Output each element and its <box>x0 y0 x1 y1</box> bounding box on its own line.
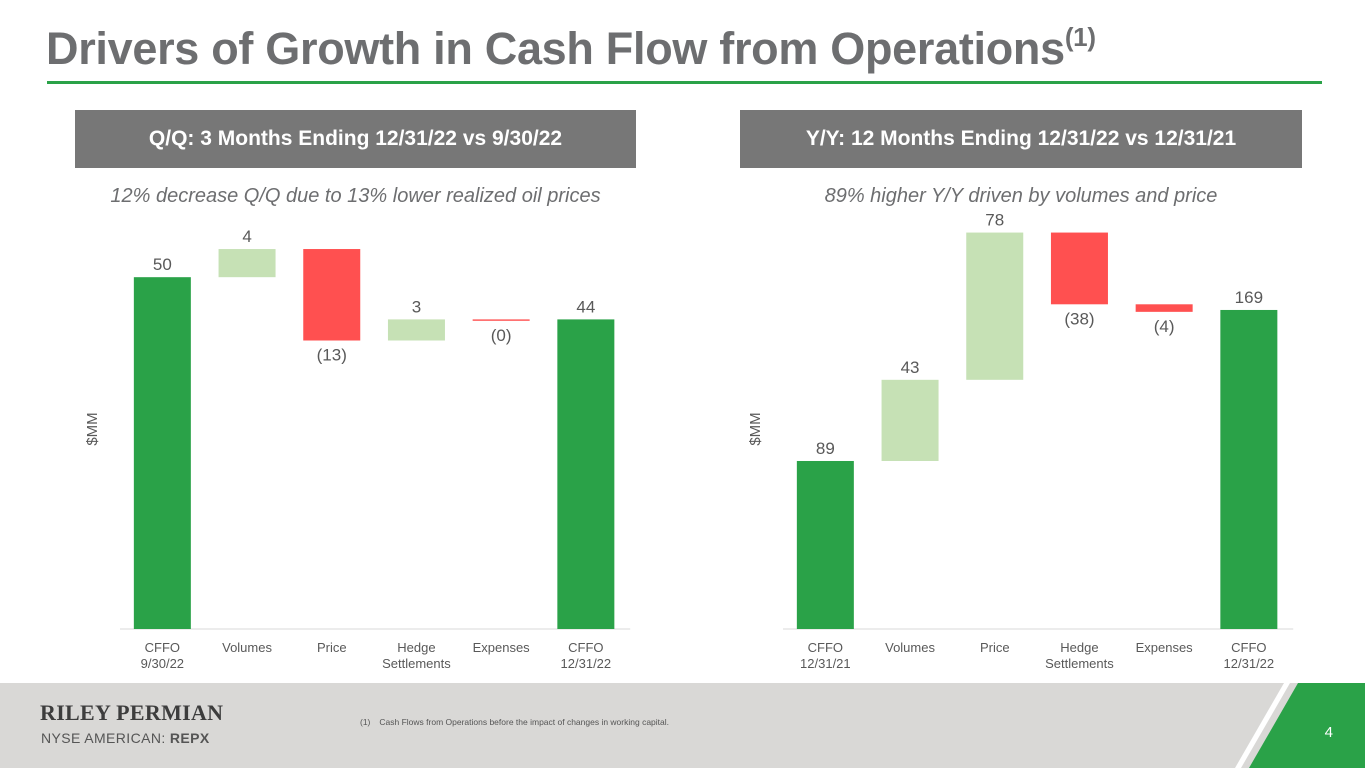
yy-category-label-hedge-settlements-1: Settlements <box>1045 656 1114 671</box>
qq-data-label-cffo-9-30-22-0: 50 <box>153 255 172 274</box>
yy-waterfall-chart: $MM89CFFO12/31/2143Volumes78Price(38)Hed… <box>747 211 1294 671</box>
yy-data-label-hedge-settlements-3: (38) <box>1064 309 1094 328</box>
yy-y-axis-label: $MM <box>747 412 764 445</box>
qq-category-label-hedge-settlements-1: Settlements <box>382 656 451 671</box>
qq-bar-expenses-4 <box>472 319 530 321</box>
yy-data-label-volumes-1: 43 <box>901 358 920 377</box>
qq-category-label-cffo-9-30-22-1: 9/30/22 <box>141 656 184 671</box>
qq-category-label-cffo-9-30-22-0: CFFO <box>145 640 180 655</box>
qq-bar-cffo-12-31-22-5 <box>557 319 615 629</box>
yy-data-label-expenses-4: (4) <box>1154 317 1175 336</box>
page-number: 4 <box>1324 724 1333 741</box>
white-diagonal-stripe <box>1235 683 1290 768</box>
yy-bar-cffo-12-31-21-0 <box>796 460 854 629</box>
qq-panel-header: Q/Q: 3 Months Ending 12/31/22 vs 9/30/22 <box>75 110 636 168</box>
yy-category-label-cffo-12-31-21-1: 12/31/21 <box>800 656 851 671</box>
footnote: (1) Cash Flows from Operations before the… <box>360 717 669 727</box>
title-divider <box>47 81 1322 84</box>
qq-data-label-expenses-4: (0) <box>491 326 512 345</box>
yy-bar-cffo-12-31-22-5 <box>1220 309 1278 629</box>
qq-waterfall-chart: $MM50CFFO9/30/224Volumes(13)Price3HedgeS… <box>84 227 631 671</box>
yy-category-label-cffo-12-31-22-0: CFFO <box>1231 640 1266 655</box>
qq-category-label-volumes-0: Volumes <box>222 640 272 655</box>
qq-category-label-cffo-12-31-22-1: 12/31/22 <box>561 656 612 671</box>
qq-data-label-price-2: (13) <box>317 346 347 365</box>
qq-bar-hedge-settlements-3 <box>387 319 445 341</box>
yy-category-label-expenses-0: Expenses <box>1136 640 1194 655</box>
qq-data-label-cffo-12-31-22-5: 44 <box>576 297 595 316</box>
qq-data-label-hedge-settlements-3: 3 <box>412 297 421 316</box>
yy-bar-hedge-settlements-3 <box>1050 232 1108 305</box>
yy-bar-volumes-1 <box>881 379 939 461</box>
qq-bar-cffo-9-30-22-0 <box>133 277 191 629</box>
corner-accent <box>1235 683 1365 768</box>
footnote-text: Cash Flows from Operations before the im… <box>379 717 670 727</box>
qq-category-label-hedge-settlements-0: Hedge <box>397 640 435 655</box>
yy-data-label-cffo-12-31-22-5: 169 <box>1235 288 1263 307</box>
footnote-marker: (1) <box>360 717 371 727</box>
yy-data-label-price-2: 78 <box>985 211 1004 230</box>
yy-bar-expenses-4 <box>1135 304 1193 312</box>
qq-subtitle: 12% decrease Q/Q due to 13% lower realiz… <box>110 185 601 207</box>
title-footnote-marker: (1) <box>1064 22 1096 52</box>
yy-category-label-hedge-settlements-0: Hedge <box>1060 640 1098 655</box>
yy-category-label-price-0: Price <box>980 640 1010 655</box>
qq-category-label-price-0: Price <box>317 640 347 655</box>
yy-data-label-cffo-12-31-21-0: 89 <box>816 439 835 458</box>
green-corner-shape <box>1249 683 1365 768</box>
qq-category-label-expenses-0: Expenses <box>473 640 531 655</box>
yy-subtitle: 89% higher Y/Y driven by volumes and pri… <box>824 185 1218 207</box>
exchange-ticker: NYSE AMERICAN: REPX <box>41 730 210 746</box>
yy-category-label-volumes-0: Volumes <box>885 640 935 655</box>
qq-y-axis-label: $MM <box>84 412 101 445</box>
yy-bar-price-2 <box>966 232 1024 380</box>
qq-bar-volumes-1 <box>218 249 276 278</box>
footer-bar: RILEY PERMIAN NYSE AMERICAN: REPX (1) Cas… <box>0 683 1365 768</box>
yy-category-label-cffo-12-31-22-1: 12/31/22 <box>1224 656 1275 671</box>
page-title: Drivers of Growth in Cash Flow from Oper… <box>46 22 1096 74</box>
yy-panel-header: Y/Y: 12 Months Ending 12/31/22 vs 12/31/… <box>740 110 1302 168</box>
company-logo: RILEY PERMIAN <box>40 700 224 725</box>
ticker-symbol: REPX <box>169 730 210 746</box>
qq-bar-price-2 <box>303 249 361 341</box>
yy-category-label-cffo-12-31-21-0: CFFO <box>808 640 843 655</box>
qq-category-label-cffo-12-31-22-0: CFFO <box>568 640 603 655</box>
qq-data-label-volumes-1: 4 <box>242 227 251 246</box>
